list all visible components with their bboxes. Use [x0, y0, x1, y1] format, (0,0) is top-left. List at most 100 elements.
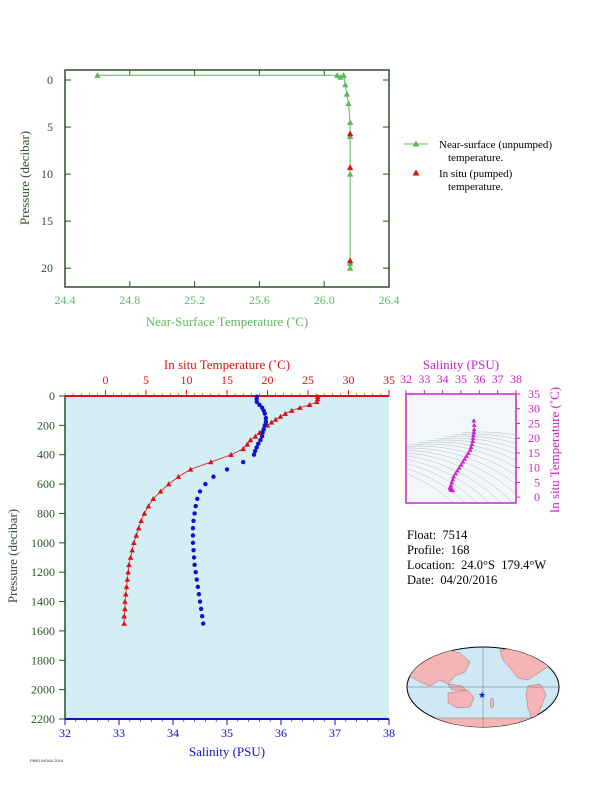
salinity-point	[193, 569, 198, 575]
salinity-tick-label: 35	[221, 726, 233, 740]
salinity-tick-label: 32	[59, 726, 71, 740]
top-y-tick-label: 10	[41, 167, 53, 181]
profile-bottom-label: Salinity (PSU)	[189, 744, 265, 759]
density-contour	[406, 445, 516, 476]
in-situ-point	[346, 130, 354, 137]
ts-point	[470, 438, 476, 444]
profile-top-label: In situ Temperature (˚C)	[164, 357, 290, 372]
salinity-tick-label: 34	[167, 726, 179, 740]
top-y-label: Pressure (decibar)	[17, 131, 32, 225]
near-surface-point	[346, 119, 354, 125]
ts-point	[465, 450, 471, 455]
salinity-point	[190, 533, 196, 538]
ts-salinity-tick-label: 34	[437, 372, 449, 386]
temperature-point	[314, 399, 320, 405]
map-landmass-antarctica	[409, 717, 559, 727]
map-landmass-australia	[447, 689, 475, 709]
legend-item-1-line1: Near-surface (unpumped)	[439, 139, 552, 151]
temp-tick-label: 30	[343, 373, 355, 387]
salinity-tick-label: 36	[275, 726, 287, 740]
salinity-point	[193, 503, 198, 509]
temperature-point	[268, 419, 275, 425]
density-contour	[406, 473, 454, 503]
temperature-point	[122, 606, 128, 612]
salinity-point	[199, 614, 205, 619]
ts-point	[467, 447, 473, 452]
temperature-point	[127, 554, 134, 560]
ts-temp-tick-label: 35	[528, 387, 540, 401]
temperature-point	[123, 584, 130, 590]
ts-point	[458, 462, 464, 467]
pressure-tick-label: 1000	[31, 536, 55, 550]
map-landmass-new-zealand	[489, 697, 495, 709]
density-contour	[406, 447, 516, 485]
pressure-tick-label: 2000	[31, 683, 55, 697]
ts-salinity-tick-label: 37	[492, 372, 504, 386]
near-surface-point	[343, 90, 351, 97]
salinity-point	[191, 547, 196, 553]
temp-tick-label: 25	[302, 373, 314, 387]
salinity-point	[257, 402, 262, 408]
top-chart-series	[94, 72, 354, 271]
density-contour	[461, 431, 516, 436]
near-surface-point	[345, 100, 352, 107]
salinity-point	[190, 525, 196, 531]
temperature-point	[277, 413, 284, 419]
map-float-location-star: ★	[478, 690, 486, 700]
pressure-tick-label: 800	[37, 506, 55, 520]
ts-point	[471, 418, 477, 423]
temperature-point	[122, 591, 129, 597]
profile-number: Profile: 168	[407, 543, 470, 557]
salinity-point	[262, 423, 267, 428]
pressure-tick-label: 200	[37, 418, 55, 432]
near-surface-point	[337, 73, 344, 80]
pressure-tick-label: 1400	[31, 595, 55, 609]
legend-item-1-line2: temperature.	[448, 152, 504, 164]
salinity-point	[261, 426, 266, 432]
salinity-point	[192, 562, 197, 568]
temp-tick-label: 15	[221, 373, 233, 387]
near-surface-point	[346, 170, 354, 177]
salinity-point	[263, 419, 269, 424]
salinity-point	[198, 606, 204, 612]
ts-salinity-tick-label: 32	[400, 372, 412, 386]
profile-y-label: Pressure (decibar)	[5, 509, 20, 603]
temperature-point	[138, 517, 144, 524]
salinity-tick-label: 37	[329, 726, 341, 740]
temp-tick-label: 5	[143, 373, 149, 387]
salinity-point	[194, 577, 199, 582]
near-surface-chart: 24.4 24.8 25.2 25.6 26.0 26.4 0 5 10 15 20 Near-Su…	[17, 69, 400, 329]
ts-point	[453, 471, 458, 476]
near-surface-point	[342, 81, 349, 88]
temperature-point	[165, 481, 172, 487]
top-x-label: Near-Surface Temperature (˚C)	[146, 314, 308, 329]
temperature-point	[122, 598, 128, 604]
ts-point	[471, 432, 476, 438]
top-legend: Near-surface (unpumped) temperature. In …	[404, 139, 552, 193]
ts-salinity-tick-label: 38	[510, 372, 522, 386]
ts-temp-tick-label: 0	[534, 490, 540, 504]
salinity-point	[197, 599, 203, 604]
salinity-point	[191, 518, 196, 523]
date: Date: 04/20/2016	[407, 573, 498, 587]
salinity-point	[263, 415, 269, 421]
salinity-tick-label: 33	[113, 726, 125, 740]
ts-point	[471, 422, 477, 427]
temperature-point	[247, 437, 254, 443]
density-contour	[406, 455, 502, 503]
ts-point	[462, 456, 468, 461]
ts-salinity-tick-label: 33	[418, 372, 430, 386]
salinity-point	[260, 430, 265, 435]
profile-chart-series	[121, 393, 321, 626]
salinity-point	[251, 452, 257, 457]
ts-point	[449, 479, 455, 485]
salinity-point	[256, 441, 261, 446]
salinity-point	[254, 399, 259, 405]
ts-point	[456, 465, 462, 470]
temperature-point	[244, 441, 251, 447]
temp-tick-label: 20	[262, 373, 274, 387]
profile-chart-ticks: 0 5 10 15 20 25 30 35 32 33 34 35 36 37 38 0 200 400 600 80…	[31, 373, 395, 740]
salinity-point	[190, 540, 196, 546]
float-info-panel: Float: 7514 Profile: 168 Location: 24.0°…	[407, 528, 546, 588]
